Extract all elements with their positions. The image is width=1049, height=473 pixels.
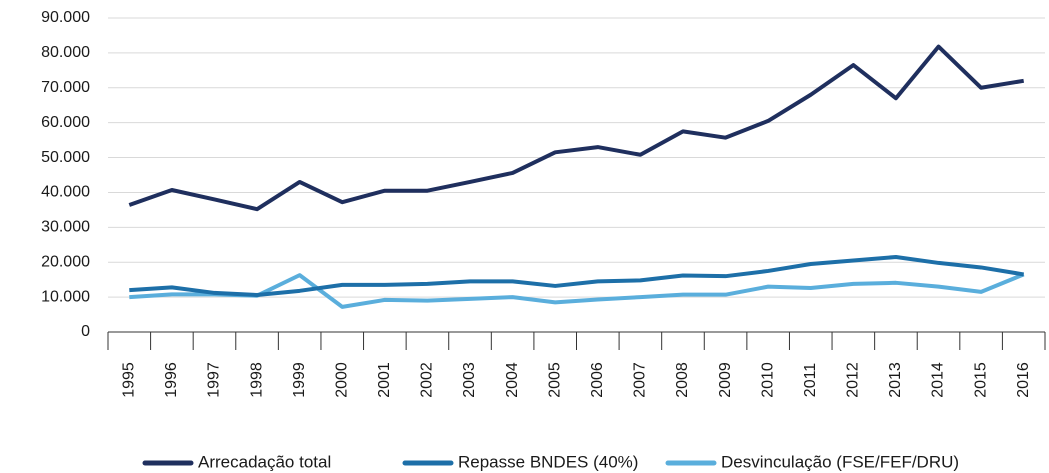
x-tick-label: 2004 bbox=[504, 362, 521, 398]
x-tick-label: 2012 bbox=[845, 362, 862, 398]
y-tick-label: 80.000 bbox=[41, 44, 90, 61]
x-tick-label: 1997 bbox=[206, 362, 223, 398]
x-tick-label: 2001 bbox=[376, 362, 393, 398]
y-tick-label: 40.000 bbox=[41, 184, 90, 201]
x-tick-label: 2002 bbox=[419, 362, 436, 398]
x-tick-label: 2006 bbox=[589, 362, 606, 398]
y-tick-label: 10.000 bbox=[41, 288, 90, 305]
x-tick-label: 2003 bbox=[461, 362, 478, 398]
x-tick-label: 2008 bbox=[674, 362, 691, 398]
y-tick-label: 0 bbox=[81, 323, 90, 340]
legend-label: Arrecadação total bbox=[198, 452, 331, 471]
series-line bbox=[129, 254, 1025, 298]
x-tick-label: 1996 bbox=[163, 362, 180, 398]
y-tick-label: 50.000 bbox=[41, 149, 90, 166]
y-tick-label: 20.000 bbox=[41, 253, 90, 270]
legend-label: Desvinculação (FSE/FEF/DRU) bbox=[721, 452, 959, 471]
x-tick-label: 2000 bbox=[333, 362, 350, 398]
y-tick-label: 30.000 bbox=[41, 219, 90, 236]
x-tick-label: 2007 bbox=[632, 362, 649, 398]
y-tick-label: 60.000 bbox=[41, 114, 90, 131]
x-tick-label: 2005 bbox=[546, 362, 563, 398]
x-tick-label: 2014 bbox=[930, 362, 947, 398]
x-tick-label: 2015 bbox=[972, 362, 989, 398]
x-tick-label: 2013 bbox=[887, 362, 904, 398]
series-line bbox=[129, 272, 1025, 309]
x-tick-label: 1998 bbox=[248, 362, 265, 398]
x-tick-label: 2009 bbox=[717, 362, 734, 398]
legend-label: Repasse BNDES (40%) bbox=[458, 452, 638, 471]
x-tick-label: 1999 bbox=[291, 362, 308, 398]
series-line bbox=[128, 44, 1025, 212]
y-tick-label: 90.000 bbox=[41, 9, 90, 26]
x-tick-label: 1995 bbox=[121, 362, 138, 398]
y-tick-label: 70.000 bbox=[41, 79, 90, 96]
x-tick-label: 2016 bbox=[1015, 362, 1032, 398]
x-tick-label: 2011 bbox=[802, 363, 819, 398]
x-tick-label: 2010 bbox=[759, 362, 776, 398]
